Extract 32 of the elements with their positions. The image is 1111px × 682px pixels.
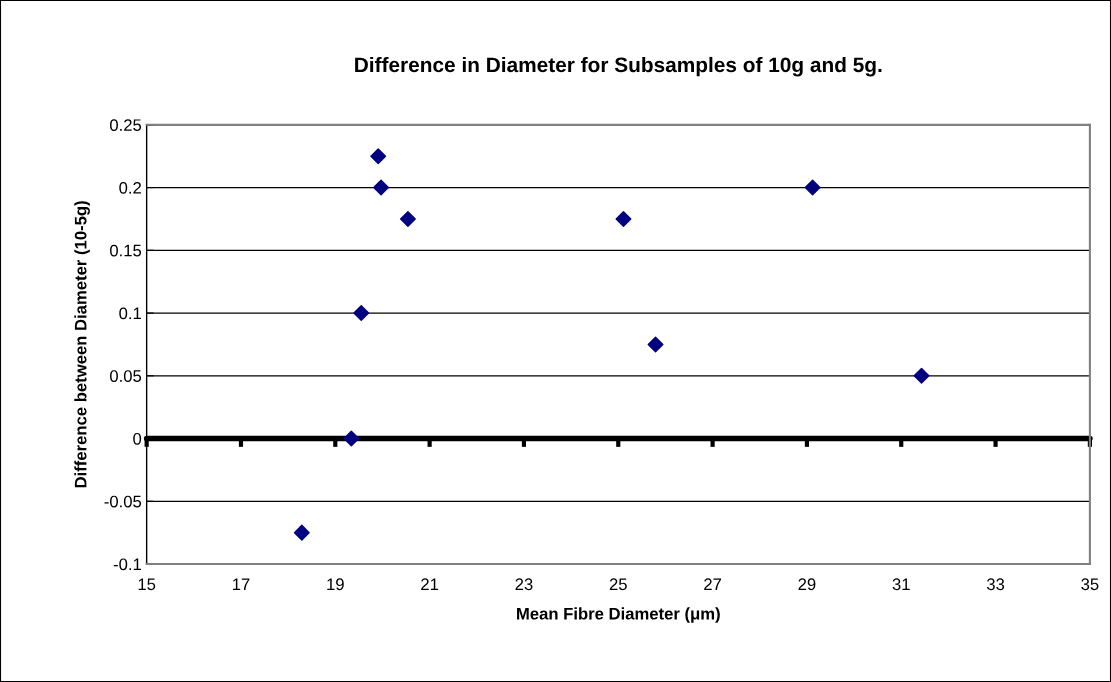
y-tick-label: -0.1 bbox=[113, 558, 141, 571]
x-tick-label: 31 bbox=[892, 578, 910, 591]
y-axis-title: Difference between Diameter (10-5g) bbox=[74, 201, 90, 488]
point bbox=[373, 179, 390, 196]
point bbox=[913, 367, 930, 384]
y-tick-label: 0.15 bbox=[110, 244, 142, 257]
y-tick-label: 0.05 bbox=[110, 370, 142, 382]
x-tick-label: 35 bbox=[1081, 578, 1099, 591]
point bbox=[804, 179, 821, 196]
x-tick-label: 29 bbox=[798, 578, 816, 591]
point bbox=[647, 336, 664, 353]
y-tick-label: 0.25 bbox=[110, 119, 142, 132]
y-tick-label: 0.2 bbox=[119, 181, 141, 194]
x-tick-label: 27 bbox=[704, 578, 722, 590]
y-tick-label: -0.05 bbox=[104, 495, 142, 508]
x-tick-label: 25 bbox=[609, 578, 627, 591]
point bbox=[293, 524, 310, 541]
x-tick-label: 17 bbox=[232, 578, 250, 590]
x-tick-label: 15 bbox=[138, 578, 156, 591]
chart-title: Difference in Diameter for Subsamples of 10g and 5g. bbox=[355, 56, 882, 77]
point bbox=[615, 210, 632, 227]
x-tick-label: 33 bbox=[986, 578, 1005, 591]
point bbox=[353, 305, 370, 322]
point bbox=[343, 430, 360, 447]
x-tick-label: 19 bbox=[327, 578, 344, 591]
point bbox=[399, 210, 416, 227]
x-tick-label: 21 bbox=[421, 578, 439, 590]
y-tick-label: 0.1 bbox=[119, 307, 141, 320]
y-tick-label: 0 bbox=[133, 432, 142, 445]
x-tick-label: 23 bbox=[515, 578, 533, 591]
point bbox=[370, 148, 387, 165]
x-axis-title: Mean Fibre Diameter (μm) bbox=[517, 607, 720, 623]
